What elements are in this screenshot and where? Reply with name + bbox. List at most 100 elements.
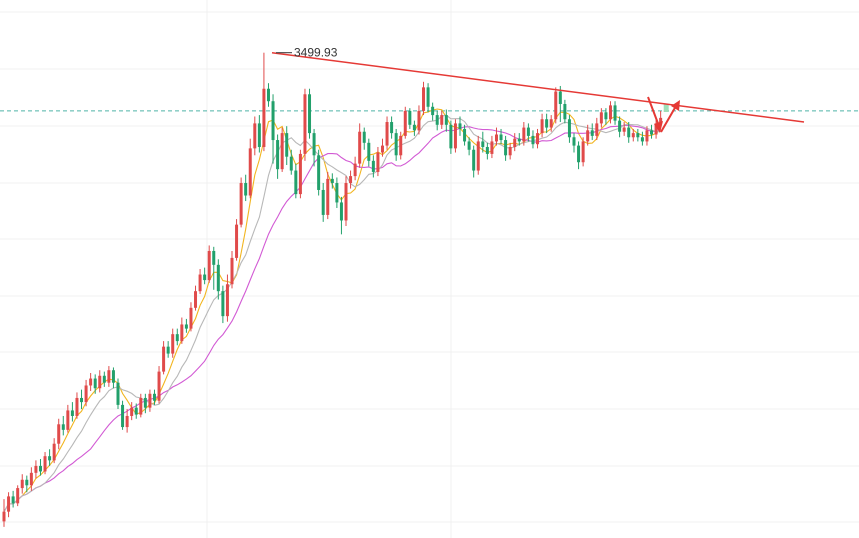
candle-body — [417, 110, 421, 131]
candle-body — [435, 115, 439, 125]
candle-body — [490, 141, 494, 154]
candle-body — [581, 141, 585, 163]
candle-body — [312, 133, 316, 156]
candle-body — [244, 183, 248, 196]
candle-body — [102, 375, 106, 383]
resistance-trendline — [271, 51, 805, 123]
candle-body — [631, 133, 635, 138]
candle-body — [207, 250, 211, 281]
candle-body — [298, 153, 302, 195]
candle-body — [289, 156, 293, 171]
candle-body — [412, 124, 416, 131]
candle-body — [481, 141, 485, 147]
candle-body — [659, 117, 663, 124]
candle-body — [367, 142, 371, 161]
candle-body — [2, 511, 6, 522]
candle-body — [262, 88, 266, 147]
moving-average-line — [3, 108, 661, 512]
candle-body — [308, 94, 312, 134]
candle-body — [595, 123, 599, 136]
candle-body — [526, 127, 530, 136]
candle-body — [636, 133, 640, 138]
candle-body — [567, 119, 571, 138]
candle-body — [353, 163, 357, 177]
candle-body — [157, 371, 161, 401]
candle-body — [558, 91, 562, 104]
candle-body — [89, 378, 93, 386]
candle-body — [472, 149, 476, 171]
candle-body — [125, 415, 129, 428]
candle-body — [66, 410, 70, 430]
moving-average-line — [3, 124, 661, 512]
candle-body — [189, 307, 193, 329]
candle-body — [75, 397, 79, 416]
candle-body — [116, 382, 120, 405]
candle-body — [531, 135, 535, 145]
candle-body — [422, 87, 426, 111]
candle-body — [608, 105, 612, 120]
candle-body — [130, 407, 134, 416]
candle-body — [280, 133, 284, 170]
peak-label: 3499.93 — [294, 46, 338, 60]
candle-body — [57, 424, 61, 444]
candle-body — [148, 393, 152, 408]
candle-body — [390, 122, 394, 134]
candle-body — [162, 346, 166, 372]
candle-body — [362, 131, 366, 143]
candle-body — [216, 264, 220, 292]
candle-body — [143, 397, 147, 408]
candle-body — [166, 346, 170, 354]
candle-body — [504, 140, 508, 156]
arrow-up-head — [671, 100, 680, 111]
candle-body — [508, 146, 512, 156]
candle-body — [294, 170, 298, 195]
candle-body — [613, 105, 617, 121]
direction-arrows — [647, 96, 680, 133]
candle-body — [513, 138, 517, 147]
candle-body — [11, 496, 15, 504]
candle-body — [572, 137, 576, 146]
candle-body — [317, 155, 321, 190]
candle-body — [198, 274, 202, 292]
candle-body — [7, 496, 11, 512]
candle-body — [431, 106, 435, 116]
candle-body — [38, 465, 42, 472]
candle-body — [517, 138, 521, 142]
candle-body — [171, 334, 175, 354]
candle-body — [444, 115, 448, 125]
candle-body — [485, 146, 489, 154]
candle-body — [339, 202, 343, 221]
candle-body — [253, 123, 257, 149]
candle-body — [577, 145, 581, 163]
candle-body — [43, 456, 47, 472]
candle-body — [221, 291, 225, 317]
candle-body — [121, 404, 125, 428]
candle-body — [499, 134, 503, 141]
candle-body — [590, 130, 594, 136]
candle-body — [618, 120, 622, 132]
candle-body — [549, 119, 553, 128]
candle-body — [403, 110, 407, 136]
candle-body — [230, 257, 234, 285]
resistance-line — [271, 51, 805, 123]
candle-body — [554, 91, 558, 120]
candle-body — [107, 370, 111, 383]
candle-body — [212, 250, 216, 265]
candle-body — [16, 488, 20, 504]
candle-body — [152, 393, 156, 401]
candle-body — [111, 370, 115, 383]
candle-body — [25, 479, 29, 486]
candle-body — [93, 378, 97, 389]
candle-body — [540, 119, 544, 134]
candle-body — [408, 110, 412, 125]
candle-body — [622, 127, 626, 132]
candle-body — [180, 324, 184, 342]
candle-body — [344, 183, 348, 221]
candle-body — [34, 465, 38, 473]
candle-body — [271, 101, 275, 141]
candle-body — [536, 133, 540, 145]
candle-body — [184, 324, 188, 329]
